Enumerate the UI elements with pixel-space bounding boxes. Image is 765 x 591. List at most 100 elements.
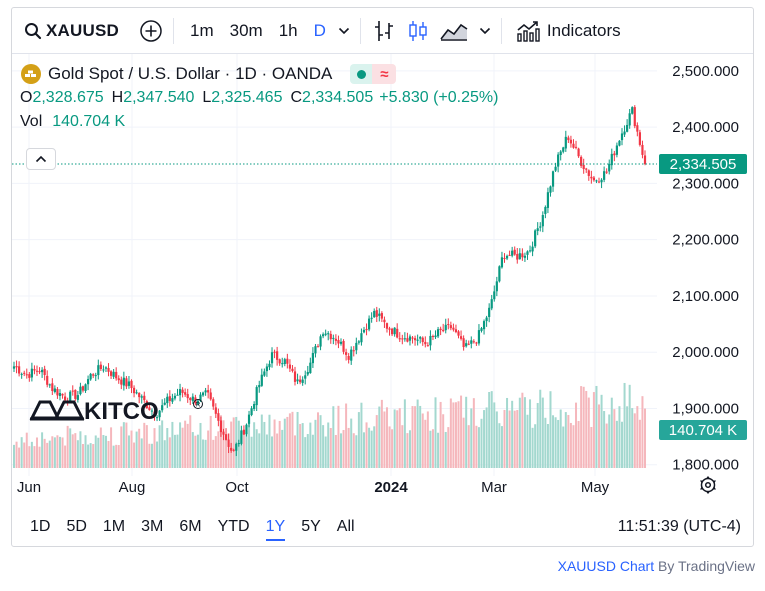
volume-bar	[273, 419, 276, 468]
indicators-button[interactable]: Indicators	[502, 8, 631, 53]
interval-d[interactable]: D	[313, 20, 326, 40]
interval-1h[interactable]: 1h	[278, 20, 298, 40]
timezone-clock[interactable]: 11:51:39 (UTC-4)	[617, 518, 741, 535]
range-all[interactable]: All	[336, 518, 355, 535]
volume-bar	[327, 422, 330, 468]
volume-value: 140.704 K	[52, 113, 126, 130]
candle-body	[569, 139, 573, 144]
candle-body	[86, 379, 90, 385]
candle-body	[605, 171, 608, 173]
symbol-search[interactable]: XAUUSD	[12, 8, 129, 53]
candle-body	[493, 291, 496, 300]
range-3m[interactable]: 3M	[141, 518, 164, 535]
candle-body	[521, 253, 524, 258]
volume-bar	[122, 422, 125, 468]
candle-body	[419, 337, 422, 339]
bar-style-icon	[374, 20, 393, 41]
candle-style-button[interactable]	[401, 8, 435, 53]
settings-button[interactable]	[700, 476, 716, 494]
candle-body	[562, 147, 565, 152]
interval-dropdown[interactable]	[334, 8, 360, 53]
candle-body	[383, 319, 386, 323]
volume-bar	[610, 397, 613, 468]
candle-body	[196, 400, 200, 405]
volume-bar	[317, 412, 320, 468]
volume-bar	[508, 410, 511, 468]
volume-bar	[449, 398, 452, 468]
volume-bar	[628, 384, 631, 468]
volume-bar	[30, 441, 33, 468]
volume-bar	[25, 432, 28, 468]
candle-body	[316, 346, 320, 348]
search-icon	[25, 22, 42, 39]
volume-bar	[638, 419, 641, 468]
volume-bar	[546, 424, 549, 468]
volume-bar	[184, 420, 187, 468]
volume-bar	[342, 430, 345, 468]
chart-link[interactable]: XAUUSD Chart	[557, 558, 655, 574]
time-axis[interactable]: Jun Aug Oct 2024 Mar May	[17, 479, 610, 496]
candle-body	[150, 410, 154, 412]
candle-body	[38, 371, 41, 373]
candle-body	[513, 249, 516, 255]
time-tick: Mar	[481, 479, 507, 496]
range-ytd[interactable]: YTD	[217, 518, 250, 535]
price-axis[interactable]: 2,500.000 2,400.000 2,300.000 2,200.000 …	[672, 63, 739, 474]
volume-bar	[225, 438, 228, 468]
bar-style-button[interactable]	[361, 8, 401, 53]
range-1d[interactable]: 1D	[30, 518, 51, 535]
interval-1m[interactable]: 1m	[190, 20, 214, 40]
candle-body	[281, 363, 284, 365]
volume-bar	[603, 411, 606, 468]
volume-bar	[58, 436, 61, 468]
range-1y[interactable]: 1Y	[258, 507, 294, 546]
volume-bar	[222, 420, 225, 468]
range-5d[interactable]: 5D	[66, 518, 87, 535]
area-style-button[interactable]	[435, 8, 473, 53]
candle-body	[148, 407, 151, 411]
compare-button[interactable]	[129, 8, 173, 53]
market-status[interactable]: ≈	[350, 64, 397, 84]
volume-bar	[465, 396, 468, 468]
candle-body	[301, 379, 304, 383]
candle-body	[41, 369, 44, 373]
chart-area[interactable]: KITCO R 2,500.000 2,400.000 2,300.000 2,…	[12, 54, 753, 504]
candle-body	[436, 329, 440, 337]
candle-body	[485, 317, 488, 322]
volume-bar	[339, 433, 342, 468]
candle-body	[199, 394, 202, 401]
candle-style-icon	[409, 20, 427, 41]
volume-bar	[580, 386, 583, 468]
volume-bar	[526, 414, 529, 468]
candle-body	[286, 358, 289, 364]
candle-body	[291, 368, 294, 371]
range-5y[interactable]: 5Y	[301, 518, 321, 535]
candle-body	[370, 317, 373, 319]
price-chart[interactable]: KITCO R 2,500.000 2,400.000 2,300.000 2,…	[12, 54, 754, 504]
volume-bar	[186, 423, 189, 468]
volume-bar	[370, 430, 373, 468]
range-1m[interactable]: 1M	[102, 518, 126, 535]
range-6m[interactable]: 6M	[179, 518, 202, 535]
close-value: 2,334.505	[302, 89, 374, 106]
chart-legend: Gold Spot / U.S. Dollar · 1D · OANDA ≈ O…	[20, 62, 498, 134]
volume-bars	[13, 382, 646, 468]
volume-bar	[332, 406, 335, 468]
candle-body	[482, 321, 486, 330]
volume-bar	[20, 437, 23, 468]
volume-bar	[352, 433, 355, 468]
collapse-legend-button[interactable]	[26, 148, 56, 170]
instrument-title: Gold Spot / U.S. Dollar · 1D · OANDA	[48, 64, 333, 83]
interval-30m[interactable]: 30m	[229, 20, 263, 40]
volume-bar	[199, 422, 202, 468]
volume-bar	[631, 408, 634, 468]
candle-body	[495, 281, 498, 292]
candle-body	[97, 365, 100, 376]
chart-style-dropdown[interactable]	[473, 8, 501, 53]
candle-body	[551, 171, 555, 187]
volume-bar	[452, 402, 455, 468]
candle-body	[258, 385, 261, 388]
candle-body	[260, 374, 263, 386]
volume-bar	[437, 432, 440, 468]
candle-body	[580, 156, 583, 166]
